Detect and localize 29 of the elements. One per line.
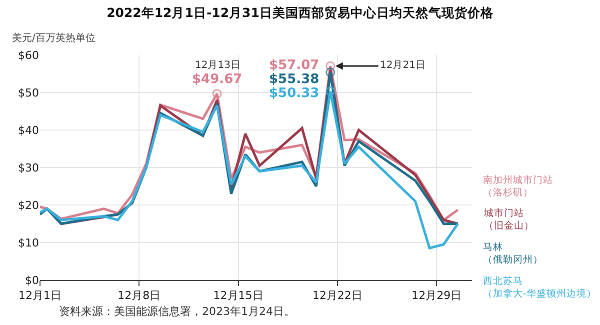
annotation: 12月21日 <box>380 60 426 71</box>
data-label: $50.33 <box>269 86 320 101</box>
data-label: $57.07 <box>269 58 320 73</box>
y-axis-title: 美元/百万英热单位 <box>12 32 96 44</box>
text: 城市门站（旧金山） <box>483 207 534 232</box>
y-tick-label: $30 <box>18 161 39 174</box>
y-tick-label: $10 <box>18 236 39 250</box>
text: 资料来源：美国能源信息署，2023年1月24日。 <box>59 305 295 318</box>
data-label: $49.67 <box>192 72 242 87</box>
x-tick-label: 12月15日 <box>213 289 264 302</box>
x-tick-label: 12月22日 <box>312 289 362 302</box>
point <box>212 88 222 98</box>
x-tick-label: 12月1日 <box>18 289 62 302</box>
data-label: $55.38 <box>269 72 320 87</box>
annotation: 12月13日 <box>195 60 240 71</box>
text: 南加州城市门站（洛杉矶） <box>483 174 553 198</box>
point <box>326 86 336 96</box>
y-tick-label: $20 <box>18 198 39 212</box>
text: 马林（俄勒冈州） <box>483 241 543 266</box>
y-tick-label: $50 <box>18 86 39 100</box>
x-tick-label: 12月8日 <box>118 289 161 302</box>
y-tick-label: $0 <box>25 274 39 287</box>
chart-title: 2022年12月1日-12月31日美国西部贸易中心日均天然气现货价格 <box>106 4 494 20</box>
y-tick-label: $40 <box>18 124 39 137</box>
point <box>326 68 336 78</box>
x-tick-label: 12月29日 <box>412 289 462 302</box>
y-tick-label: $60 <box>18 48 39 62</box>
point <box>326 61 336 71</box>
text: 西北苏马（加拿大-华盛顿州边境） <box>483 275 596 300</box>
